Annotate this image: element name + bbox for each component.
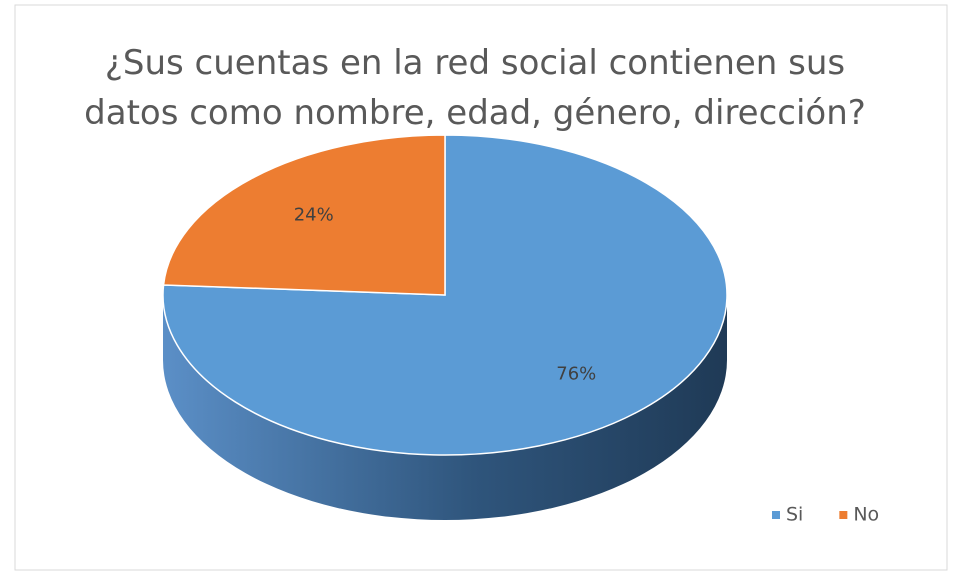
chart-title: ¿Sus cuentas en la red social contienen … xyxy=(84,43,866,133)
pie-slice xyxy=(162,134,446,296)
legend-label: No xyxy=(853,504,879,526)
legend-label: Si xyxy=(786,504,803,526)
chart-border xyxy=(14,4,948,571)
legend-swatch xyxy=(772,511,780,519)
legend-swatch xyxy=(839,511,848,519)
data-label: 24% xyxy=(294,205,334,226)
data-label: 76% xyxy=(556,363,596,384)
pie-side xyxy=(163,295,727,520)
